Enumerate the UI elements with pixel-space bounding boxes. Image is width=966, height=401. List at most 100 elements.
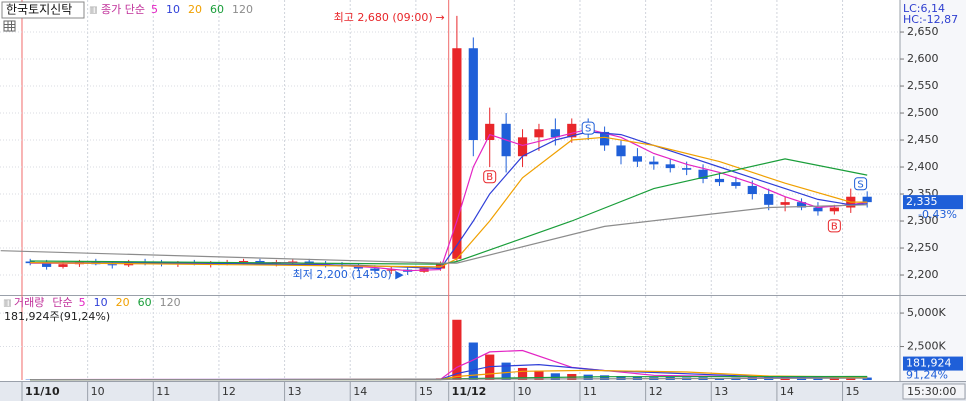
candle-body <box>435 263 446 269</box>
x-tick-label: 13 <box>288 385 302 398</box>
candle-body <box>813 207 823 212</box>
annotation: 최저 2,200 (14:50) <box>293 268 392 281</box>
volume-summary: 181,924주(91,24%) <box>4 310 110 323</box>
candle-body <box>42 263 52 267</box>
title-box[interactable] <box>1 1 85 19</box>
legend-entry: 60 <box>210 3 224 16</box>
candle-body <box>698 169 708 179</box>
signal-label: B <box>831 221 838 232</box>
candle-body <box>682 168 692 170</box>
y-tick-label: 2,200 <box>907 268 939 281</box>
x-tick-label: 14 <box>353 385 367 398</box>
cursor-time: 15:30:00 <box>907 385 956 398</box>
legend-entry: 5 <box>79 296 86 309</box>
annotation: 최고 2,680 (09:00) <box>334 11 433 24</box>
candle-body <box>567 123 577 138</box>
candle-body <box>468 48 478 141</box>
ma-line <box>30 136 868 268</box>
volume-bar <box>501 362 511 380</box>
last-price: 2,335 <box>906 195 938 208</box>
signal-label: S <box>857 179 863 190</box>
candle-body <box>632 156 643 162</box>
signal-box <box>581 121 595 135</box>
chart-title[interactable]: 한국토지신탁 <box>6 3 72 17</box>
y-tick-label: 2,250 <box>907 241 939 254</box>
volume-bar <box>829 377 839 380</box>
y-tick-label: 2,300 <box>907 214 939 227</box>
x-tick-label: 11/12 <box>452 385 487 398</box>
volume-bar <box>600 375 610 380</box>
x-tick-label: 13 <box>714 385 728 398</box>
x-tick-label: 12 <box>649 385 663 398</box>
candle-body <box>550 129 560 138</box>
candle-body <box>796 202 807 208</box>
candle-body <box>649 161 659 165</box>
candle-body <box>25 261 35 264</box>
legend-entry: 120 <box>232 3 253 16</box>
y-tick-label: 2,550 <box>907 79 939 92</box>
legend-entry: 120 <box>160 296 181 309</box>
candle-body <box>764 194 774 205</box>
x-axis-bg <box>0 382 966 401</box>
candle-body <box>534 129 544 138</box>
x-tick-label: 12 <box>222 385 236 398</box>
last-volume-box <box>903 356 963 371</box>
ma-line <box>30 377 868 381</box>
signal-label: S <box>585 124 591 135</box>
candle-body <box>517 137 528 157</box>
signal-box <box>483 170 497 184</box>
signal-label: B <box>486 172 493 183</box>
y-tick-label: 2,500 <box>907 106 939 119</box>
cursor-time-box <box>902 383 966 400</box>
legend-entry: 20 <box>116 296 130 309</box>
candle-body <box>665 164 675 169</box>
legend-entry: 60 <box>138 296 152 309</box>
volume-bar <box>862 377 872 380</box>
x-tick-label: 11 <box>156 385 170 398</box>
volume-title: 거래량 <box>14 296 44 309</box>
candle-body <box>862 196 872 203</box>
legend-entry: 5 <box>151 3 158 16</box>
x-tick-label: 14 <box>780 385 794 398</box>
candle-body <box>714 178 725 183</box>
x-tick-label: 15 <box>419 385 433 398</box>
y-tick-label: 2,600 <box>907 52 939 65</box>
x-tick-label: 11/10 <box>25 385 60 398</box>
volume-bar <box>616 375 626 380</box>
x-tick-label: 10 <box>517 385 531 398</box>
candle-body <box>731 182 741 186</box>
candle-body <box>370 268 380 271</box>
indicator: LC:6,14 <box>903 2 945 15</box>
candle-body <box>747 185 757 195</box>
y-tick-label: 2,450 <box>907 133 939 146</box>
candle-body <box>452 48 462 259</box>
last-price-box <box>903 195 963 210</box>
signal-box <box>854 177 868 191</box>
y-tick-label: 5,000K <box>907 306 946 319</box>
candle-body <box>107 264 117 266</box>
ma-line <box>30 128 868 272</box>
candle-body <box>485 123 495 141</box>
legend-marker: ▥ <box>89 6 98 16</box>
indicator: HC:-12,87 <box>903 13 958 26</box>
candle-body <box>616 145 626 157</box>
volume-bar <box>485 354 495 380</box>
candle-body <box>829 207 839 212</box>
y-tick-label: 2,500K <box>907 340 946 353</box>
y-tick-label: 2,650 <box>907 25 939 38</box>
candle-body <box>238 260 249 263</box>
candle-body <box>386 269 396 271</box>
last-volume: 181,924 <box>906 357 952 370</box>
volume-bar <box>550 373 560 380</box>
legend-entry: 10 <box>166 3 180 16</box>
grid-icon[interactable] <box>3 20 16 32</box>
legend-marker: ▥ <box>3 299 12 309</box>
volume-bar <box>468 342 478 380</box>
candle-body <box>353 266 364 269</box>
last-change: -0.43% <box>918 208 957 221</box>
ma-line <box>30 158 868 265</box>
annotation-arrow: ▶ <box>395 268 404 281</box>
volume-bar <box>534 370 544 380</box>
